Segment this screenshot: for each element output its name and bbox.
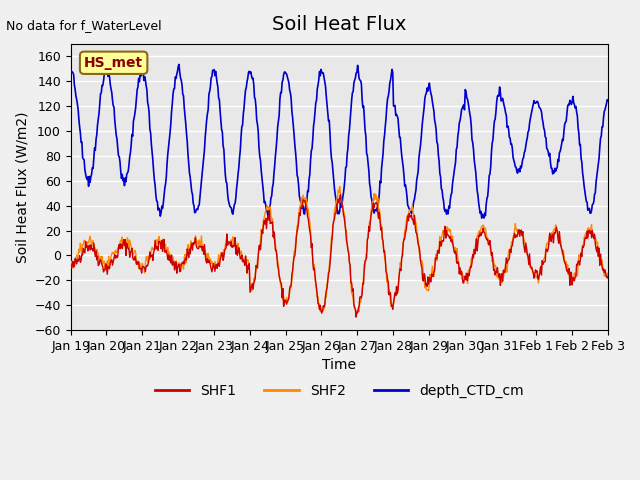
Legend: SHF1, SHF2, depth_CTD_cm: SHF1, SHF2, depth_CTD_cm bbox=[149, 378, 530, 403]
X-axis label: Time: Time bbox=[323, 359, 356, 372]
Y-axis label: Soil Heat Flux (W/m2): Soil Heat Flux (W/m2) bbox=[15, 111, 29, 263]
Title: Soil Heat Flux: Soil Heat Flux bbox=[272, 15, 406, 34]
Text: No data for f_WaterLevel: No data for f_WaterLevel bbox=[6, 19, 162, 32]
Text: HS_met: HS_met bbox=[84, 56, 143, 70]
